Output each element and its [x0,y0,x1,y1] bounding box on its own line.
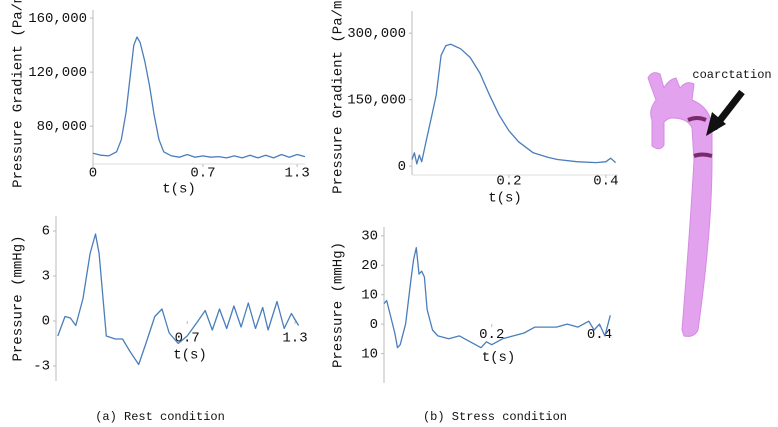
caption: (a) Rest condition [95,410,225,424]
y-axis-label: Pressure (mmHg) [11,235,27,361]
annotation: coarctation [692,68,771,82]
data-line [411,43,617,165]
x-tick-label: 0.2 [479,327,504,343]
y-tick-label: 10 [361,346,378,362]
y-tick-label: 10 [361,287,378,303]
x-tick-label: 0.4 [593,174,618,190]
x-axis-label: t(s) [482,350,516,366]
y-axis-label: Pressure Gradient (Pa/m) [11,0,27,188]
y-tick-label: 120,000 [28,65,87,81]
y-axis-label: Pressure Gradient (Pa/m) [331,0,347,194]
y-tick-label: 160,000 [28,11,87,27]
y-tick-label: 30 [361,229,378,245]
y-tick-label: -3 [33,359,50,375]
x-tick-label: 0.2 [496,174,521,190]
y-tick-label: 0 [370,317,378,333]
y-axis-label: Pressure (mmHg) [331,242,347,368]
data-line [57,233,300,366]
y-tick-label: 0 [42,314,50,330]
y-tick-label: 0 [398,159,406,175]
y-tick-label: 20 [361,258,378,274]
x-tick-label: 0.7 [175,331,200,347]
y-tick-label: 3 [42,269,50,285]
aorta-illustration [647,72,745,337]
y-tick-label: 6 [42,224,50,240]
y-tick-label: 300,000 [347,26,406,42]
y-tick-label: 150,000 [347,92,406,108]
data-line [383,246,611,349]
x-tick-label: 1.3 [282,331,307,347]
x-axis-label: t(s) [162,182,196,198]
y-tick-label: 80,000 [37,119,87,135]
x-tick-label: 0.4 [587,327,612,343]
x-axis-label: t(s) [488,191,522,207]
x-tick-label: 0.7 [190,166,215,182]
x-axis-label: t(s) [173,348,207,364]
data-line [92,36,306,159]
caption: (b) Stress condition [423,410,567,424]
x-tick-label: 1.3 [285,166,310,182]
x-tick-label: 0 [89,166,97,182]
